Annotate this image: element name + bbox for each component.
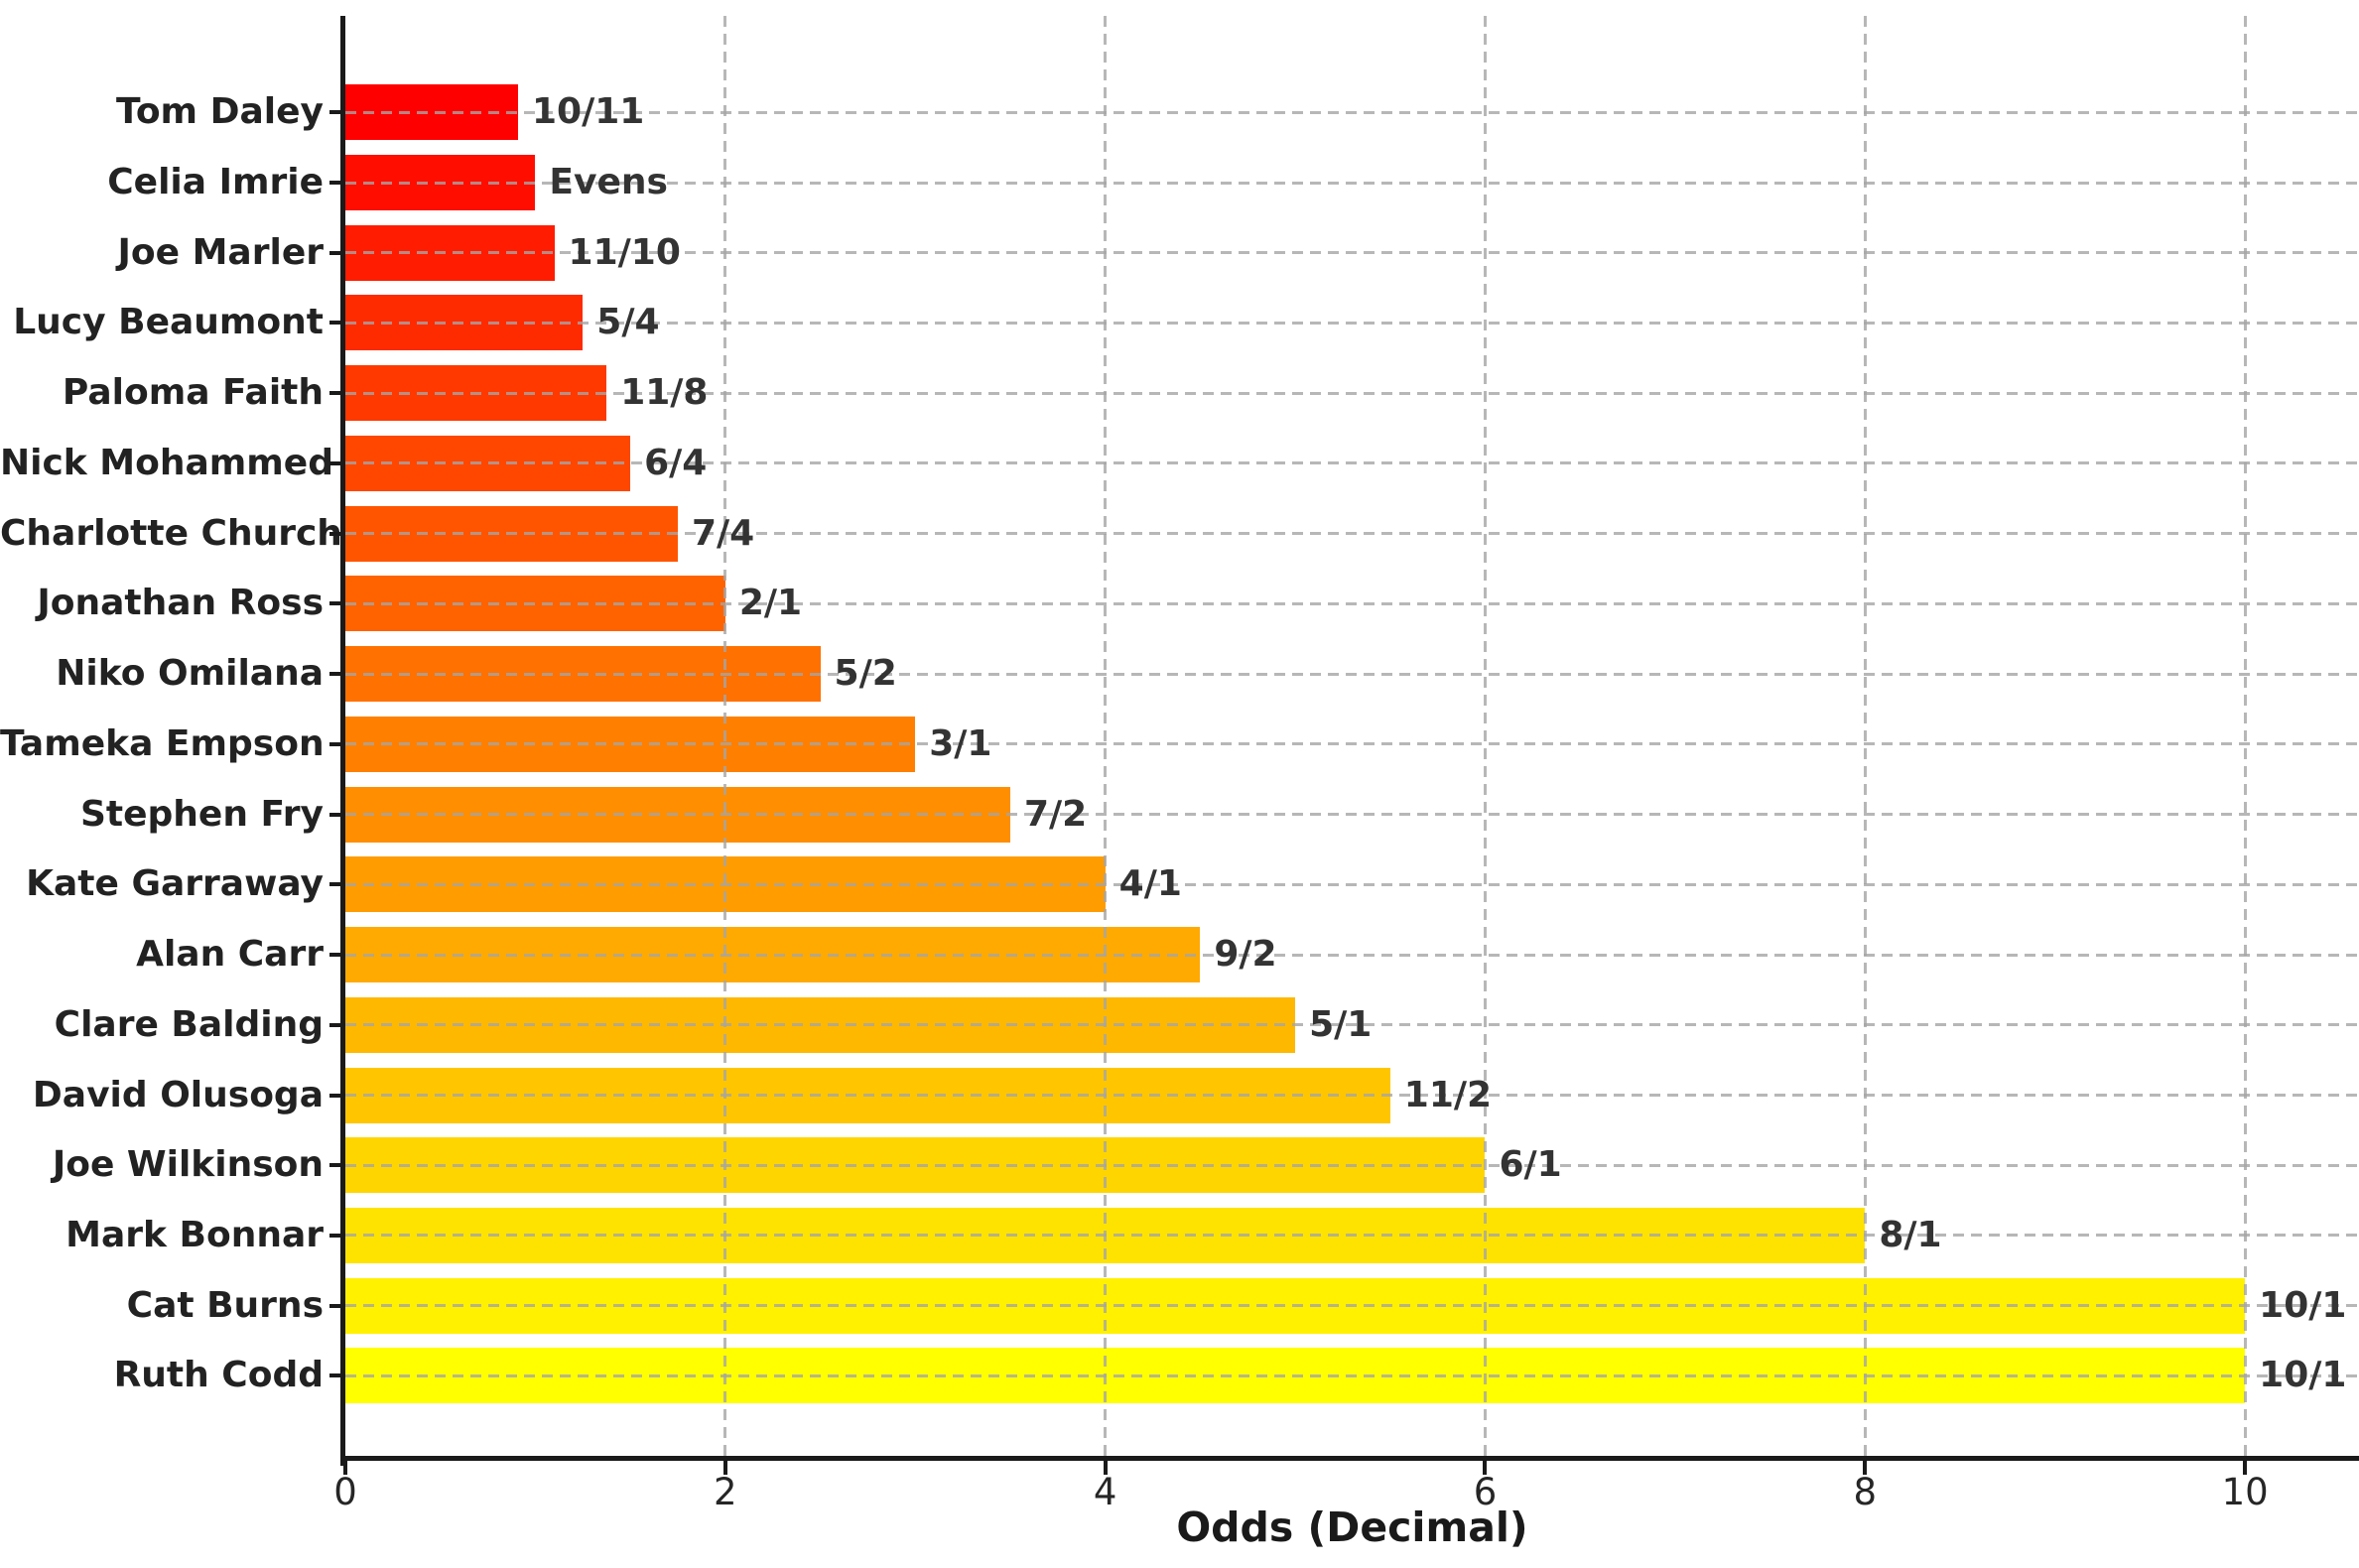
y-tick-mark-jonathan-ross bbox=[329, 601, 343, 606]
gridline-y-nick-mohammed bbox=[345, 461, 2359, 465]
bar-value-label-jonathan-ross: 2/1 bbox=[738, 583, 803, 624]
category-label-tameka-empson: Tameka Empson bbox=[0, 722, 325, 764]
bar-value-label-david-olusoga: 11/2 bbox=[1403, 1074, 1493, 1115]
category-label-charlotte-church: Charlotte Church bbox=[0, 512, 342, 554]
gridline-x-8 bbox=[1863, 16, 1867, 1461]
gridline-y-joe-wilkinson bbox=[345, 1163, 2359, 1167]
gridline-y-david-olusoga bbox=[345, 1094, 2359, 1098]
category-label-clare-balding: Clare Balding bbox=[54, 1003, 324, 1045]
bar-value-label-nick-mohammed: 6/4 bbox=[644, 442, 708, 483]
bar-value-label-ruth-codd: 10/1 bbox=[2259, 1355, 2347, 1396]
gridline-y-charlotte-church bbox=[345, 532, 2359, 536]
gridline-x-2 bbox=[723, 16, 727, 1461]
bar-value-label-paloma-faith: 11/8 bbox=[620, 372, 709, 414]
y-tick-mark-tameka-empson bbox=[329, 741, 343, 746]
bar-value-label-clare-balding: 5/1 bbox=[1309, 1003, 1373, 1045]
gridline-y-niko-omilana bbox=[345, 672, 2359, 676]
gridline-y-celia-imrie bbox=[345, 181, 2359, 185]
bar-value-label-joe-marler: 11/10 bbox=[568, 231, 681, 273]
gridline-y-mark-bonnar bbox=[345, 1234, 2359, 1238]
x-tick-label-10: 10 bbox=[2221, 1471, 2269, 1513]
y-tick-mark-niko-omilana bbox=[329, 672, 343, 677]
y-tick-mark-kate-garraway bbox=[329, 882, 343, 887]
gridline-x-6 bbox=[1483, 16, 1487, 1461]
y-tick-mark-tom-daley bbox=[329, 110, 343, 115]
x-tick-mark-8 bbox=[1863, 1461, 1868, 1475]
y-tick-mark-david-olusoga bbox=[329, 1093, 343, 1098]
category-label-lucy-beaumont: Lucy Beaumont bbox=[13, 302, 324, 343]
y-tick-mark-stephen-fry bbox=[329, 812, 343, 817]
category-label-cat-burns: Cat Burns bbox=[126, 1284, 324, 1326]
category-label-celia-imrie: Celia Imrie bbox=[107, 162, 324, 203]
bar-value-label-stephen-fry: 7/2 bbox=[1023, 793, 1088, 835]
gridline-x-10 bbox=[2243, 16, 2247, 1461]
y-tick-mark-joe-marler bbox=[329, 250, 343, 255]
category-label-nick-mohammed: Nick Mohammed bbox=[0, 442, 333, 483]
bar-value-label-charlotte-church: 7/4 bbox=[691, 512, 755, 554]
x-axis-spine bbox=[340, 1456, 2359, 1461]
category-label-tom-daley: Tom Daley bbox=[116, 91, 324, 133]
bar-value-label-tom-daley: 10/11 bbox=[532, 91, 645, 133]
x-tick-mark-6 bbox=[1483, 1461, 1488, 1475]
gridline-y-kate-garraway bbox=[345, 882, 2359, 886]
category-label-jonathan-ross: Jonathan Ross bbox=[37, 583, 324, 624]
category-label-mark-bonnar: Mark Bonnar bbox=[66, 1214, 324, 1255]
bar-value-label-alan-carr: 9/2 bbox=[1214, 934, 1277, 976]
bar-value-label-lucy-beaumont: 5/4 bbox=[596, 302, 660, 343]
x-axis-title: Odds (Decimal) bbox=[1176, 1503, 1528, 1551]
gridline-y-lucy-beaumont bbox=[345, 321, 2359, 325]
gridline-y-alan-carr bbox=[345, 953, 2359, 957]
category-label-paloma-faith: Paloma Faith bbox=[62, 372, 324, 414]
gridline-y-ruth-codd bbox=[345, 1373, 2359, 1377]
x-tick-label-8: 8 bbox=[1853, 1471, 1878, 1513]
category-label-stephen-fry: Stephen Fry bbox=[79, 793, 324, 835]
y-tick-mark-ruth-codd bbox=[329, 1373, 343, 1378]
y-tick-mark-celia-imrie bbox=[329, 181, 343, 186]
x-tick-label-6: 6 bbox=[1473, 1471, 1498, 1513]
gridline-y-jonathan-ross bbox=[345, 601, 2359, 605]
y-axis-spine bbox=[340, 16, 345, 1466]
category-label-ruth-codd: Ruth Codd bbox=[113, 1355, 324, 1396]
plot-area: 10/11 Evens 11/10 5/4 11/8 6/4 7/4 2/1 5/2 3/1 7/2… bbox=[345, 16, 2359, 1461]
gridline-y-tom-daley bbox=[345, 110, 2359, 114]
gridline-y-cat-burns bbox=[345, 1304, 2359, 1308]
y-tick-mark-charlotte-church bbox=[329, 531, 343, 536]
x-tick-label-2: 2 bbox=[714, 1471, 737, 1513]
gridline-y-clare-balding bbox=[345, 1023, 2359, 1027]
x-tick-mark-4 bbox=[1103, 1461, 1108, 1475]
y-tick-mark-paloma-faith bbox=[329, 391, 343, 396]
gridline-y-tameka-empson bbox=[345, 742, 2359, 746]
bar-value-label-cat-burns: 10/1 bbox=[2259, 1284, 2347, 1326]
bar-value-label-celia-imrie: Evens bbox=[549, 162, 668, 203]
bar-value-label-tameka-empson: 3/1 bbox=[929, 722, 992, 764]
category-label-joe-marler: Joe Marler bbox=[117, 231, 324, 273]
y-tick-mark-nick-mohammed bbox=[329, 460, 343, 465]
bar-value-label-kate-garraway: 4/1 bbox=[1118, 863, 1182, 905]
y-tick-mark-clare-balding bbox=[329, 1022, 343, 1027]
x-tick-mark-2 bbox=[722, 1461, 727, 1475]
x-tick-mark-0 bbox=[343, 1461, 347, 1475]
gridline-x-4 bbox=[1104, 16, 1108, 1461]
category-label-alan-carr: Alan Carr bbox=[136, 934, 324, 976]
x-tick-label-0: 0 bbox=[333, 1471, 357, 1513]
y-tick-mark-cat-burns bbox=[329, 1303, 343, 1308]
gridline-y-paloma-faith bbox=[345, 391, 2359, 395]
category-label-kate-garraway: Kate Garraway bbox=[26, 863, 324, 905]
bar-value-label-joe-wilkinson: 6/1 bbox=[1499, 1144, 1562, 1186]
gridline-y-stephen-fry bbox=[345, 813, 2359, 817]
category-label-joe-wilkinson: Joe Wilkinson bbox=[52, 1144, 324, 1186]
x-tick-mark-10 bbox=[2243, 1461, 2248, 1475]
y-tick-mark-lucy-beaumont bbox=[329, 321, 343, 326]
y-tick-mark-joe-wilkinson bbox=[329, 1163, 343, 1168]
gridline-y-joe-marler bbox=[345, 251, 2359, 255]
y-tick-mark-mark-bonnar bbox=[329, 1233, 343, 1238]
bar-value-label-niko-omilana: 5/2 bbox=[834, 653, 897, 695]
x-tick-label-4: 4 bbox=[1093, 1471, 1117, 1513]
category-label-niko-omilana: Niko Omilana bbox=[56, 653, 324, 695]
bar-value-label-mark-bonnar: 8/1 bbox=[1879, 1214, 1942, 1255]
y-tick-mark-alan-carr bbox=[329, 953, 343, 958]
category-label-david-olusoga: David Olusoga bbox=[32, 1074, 324, 1115]
